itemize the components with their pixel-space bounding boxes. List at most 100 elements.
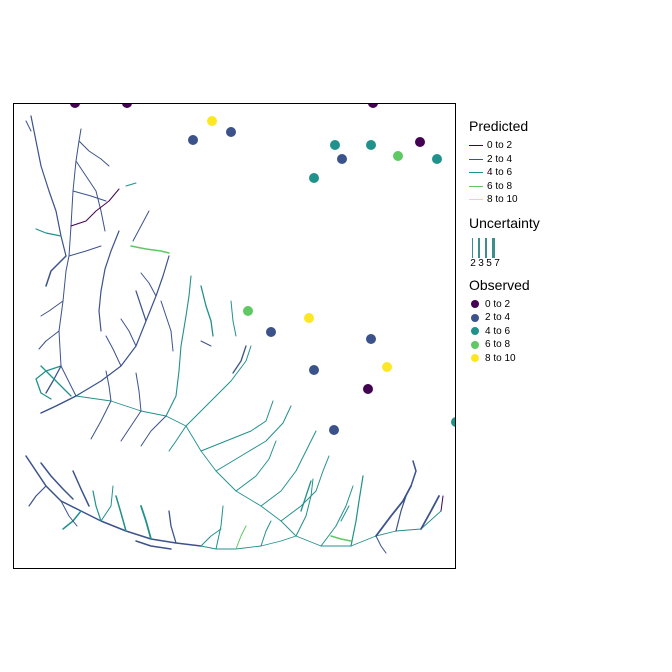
stream-segment [200, 340, 212, 347]
stream-segment [230, 300, 237, 337]
observed-point [415, 137, 425, 147]
stream-segment [105, 335, 122, 367]
predicted-legend-item: 2 to 4 [469, 153, 664, 167]
stream-segment [30, 115, 67, 257]
observed-legend-item: 0 to 2 [469, 298, 664, 312]
uncertainty-legend-title: Uncertainty [469, 214, 540, 231]
observed-legend-title: Observed [469, 276, 530, 293]
observed-point [304, 313, 314, 323]
stream-segment [280, 455, 330, 522]
stream-segment [60, 500, 78, 527]
observed-legend-label: 6 to 8 [485, 339, 511, 351]
stream-segment [168, 425, 187, 452]
observed-legend-item: 6 to 8 [469, 338, 664, 352]
stream-segment [120, 410, 142, 442]
uncertainty-label: 2 [470, 257, 476, 269]
observed-point [368, 104, 378, 108]
observed-legend-label: 2 to 4 [485, 312, 511, 324]
stream-segment [45, 255, 67, 287]
stream-segment [320, 485, 354, 547]
observed-point [363, 384, 373, 394]
observed-legend-label: 0 to 2 [485, 298, 511, 310]
stream-segment [135, 540, 172, 550]
observed-point [366, 140, 376, 150]
stream-segment [340, 505, 350, 522]
observed-dot-swatch [471, 327, 479, 336]
predicted-legend-item: 0 to 2 [469, 139, 664, 153]
stream-segment [215, 505, 224, 550]
stream-network-map [25, 104, 455, 554]
uncertainty-label: 3 [478, 257, 484, 269]
predicted-legend-label: 2 to 4 [487, 153, 513, 165]
stream-segment [350, 475, 364, 547]
uncertainty-label: 7 [494, 257, 500, 269]
stream-segment [70, 188, 120, 227]
stream-segment [440, 495, 444, 512]
stream-segment [395, 495, 407, 532]
stream-segment [100, 485, 114, 522]
predicted-legend-label: 4 to 6 [487, 167, 513, 179]
predicted-legend-item: 8 to 10 [469, 193, 664, 207]
stream-segment [68, 245, 102, 257]
observed-point [393, 151, 403, 161]
uncertainty-bar [478, 237, 480, 258]
stream-segment [200, 400, 274, 452]
stream-segment [235, 525, 247, 550]
observed-legend-label: 4 to 6 [485, 325, 511, 337]
stream-segment [160, 300, 174, 352]
stream-segment [140, 415, 167, 447]
observed-point [226, 127, 236, 137]
stream-segment [78, 140, 110, 167]
stream-segment [98, 230, 120, 332]
predicted-line-swatch [469, 185, 483, 187]
stream-segment [35, 228, 62, 237]
stream-segment [135, 372, 142, 412]
observed-legend-item: 4 to 6 [469, 325, 664, 339]
observed-point [188, 135, 198, 145]
observed-point [337, 154, 347, 164]
stream-segment [75, 160, 106, 232]
stream-segment [165, 275, 192, 417]
stream-segment [132, 210, 150, 242]
stream-segment [40, 300, 64, 317]
observed-point [329, 425, 339, 435]
observed-point [207, 116, 217, 126]
stream-segment [200, 535, 297, 550]
predicted-line-swatch [469, 199, 483, 201]
stream-network [25, 115, 444, 554]
observed-point [309, 365, 319, 375]
stream-segment [75, 255, 170, 397]
stream-segment [105, 370, 112, 402]
predicted-line-swatch [469, 172, 483, 174]
observed-point [70, 104, 80, 108]
observed-point [309, 173, 319, 183]
observed-legend-label: 8 to 10 [485, 352, 516, 364]
observed-points [70, 104, 455, 435]
stream-segment [200, 528, 222, 547]
observed-legend-item: 2 to 4 [469, 311, 664, 325]
uncertainty-bar [491, 237, 495, 258]
stream-segment [125, 182, 137, 187]
stream-segment [58, 128, 82, 397]
predicted-legend-title: Predicted [469, 118, 529, 134]
map-panel [13, 103, 456, 569]
predicted-legend-label: 8 to 10 [487, 194, 518, 206]
observed-dot-swatch [471, 313, 479, 322]
observed-point [432, 154, 442, 164]
observed-dot-swatch [471, 354, 479, 363]
uncertainty-label: 5 [486, 257, 492, 269]
stream-segment [40, 395, 77, 414]
observed-point [382, 362, 392, 372]
predicted-legend-label: 6 to 8 [487, 180, 513, 192]
stream-segment [135, 290, 147, 322]
observed-point [243, 306, 253, 316]
stream-segment [140, 505, 152, 540]
stream-segment [45, 365, 62, 394]
stream-segment [90, 400, 112, 440]
predicted-legend-item: 4 to 6 [469, 166, 664, 180]
stream-segment [28, 485, 47, 507]
